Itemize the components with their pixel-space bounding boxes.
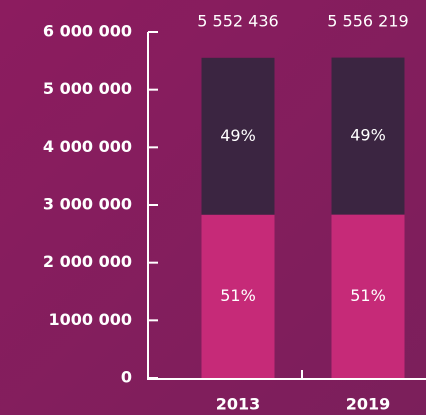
y-tick-label: 5 000 000 — [43, 79, 132, 98]
bar-segment — [331, 57, 405, 215]
segment-label: 51% — [350, 286, 386, 305]
segment-label: 49% — [220, 126, 256, 145]
x-tick-label: 2019 — [346, 395, 391, 414]
total-label: 5 556 219 — [327, 12, 408, 31]
bar-segment — [201, 214, 275, 378]
bar-segment — [201, 57, 275, 215]
y-tick-label: 2 000 000 — [43, 252, 132, 271]
segment-label: 51% — [220, 286, 256, 305]
y-tick-label: 4 000 000 — [43, 137, 132, 156]
segment-label: 49% — [350, 126, 386, 145]
x-tick-label: 2013 — [216, 395, 261, 414]
y-tick-label: 1000 000 — [49, 310, 133, 329]
y-tick-label: 3 000 000 — [43, 195, 132, 214]
bar-segment — [331, 214, 405, 378]
y-tick-label: 6 000 000 — [43, 22, 132, 41]
total-label: 5 552 436 — [197, 12, 278, 31]
y-tick-label: 0 — [121, 368, 132, 387]
